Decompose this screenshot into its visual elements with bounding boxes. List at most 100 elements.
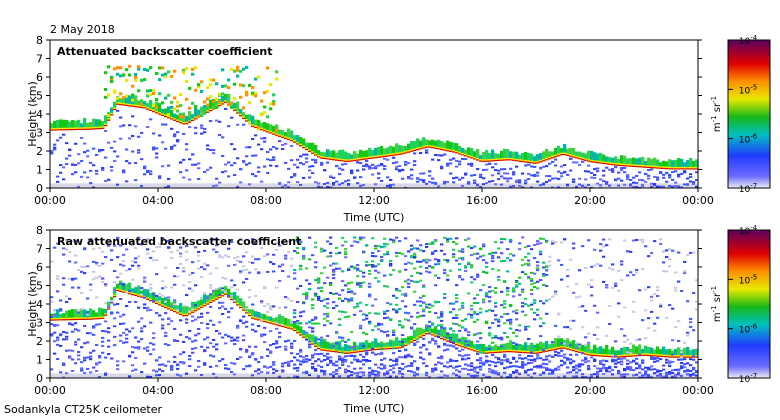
noise-pixel	[641, 319, 645, 322]
noise-pixel	[536, 240, 540, 243]
noise-pixel	[233, 148, 237, 151]
cloud-base	[95, 128, 99, 130]
noise-pixel	[368, 371, 372, 374]
cloud-band	[596, 153, 600, 164]
cloud-streak	[128, 64, 132, 68]
noise-pixel	[533, 311, 537, 314]
noise-pixel	[371, 237, 375, 240]
cloud-base	[236, 304, 240, 306]
noise-pixel	[491, 289, 495, 292]
noise-pixel	[320, 300, 324, 303]
cloud-streak	[104, 71, 108, 75]
noise-pixel	[422, 284, 426, 287]
noise-pixel	[503, 353, 507, 356]
noise-pixel	[92, 326, 96, 329]
noise-pixel	[467, 340, 471, 343]
noise-pixel	[620, 263, 624, 266]
noise-pixel	[488, 180, 492, 183]
noise-pixel	[518, 242, 522, 245]
noise-pixel	[227, 310, 231, 313]
noise-pixel	[611, 286, 615, 289]
noise-pixel	[617, 361, 621, 364]
noise-pixel	[671, 178, 675, 181]
noise-pixel	[155, 156, 159, 159]
noise-pixel	[455, 165, 459, 168]
noise-pixel	[380, 260, 384, 263]
noise-pixel	[242, 123, 246, 126]
noise-pixel	[131, 346, 135, 349]
cloud-streak	[266, 89, 270, 93]
cloud-core	[557, 153, 561, 157]
noise-pixel	[260, 318, 264, 321]
noise-pixel	[197, 316, 201, 319]
noise-pixel	[158, 175, 162, 178]
cloud-streak	[203, 104, 207, 108]
noise-pixel	[194, 284, 198, 287]
cloud-band	[449, 333, 453, 343]
noise-pixel	[422, 250, 426, 253]
cloud-band	[557, 338, 561, 350]
cloud-band	[149, 100, 153, 111]
cloud-band	[233, 291, 237, 303]
surface-layer	[200, 183, 204, 188]
surface-layer	[341, 373, 345, 378]
noise-pixel	[221, 256, 225, 259]
cloud-core	[500, 158, 504, 161]
noise-pixel	[428, 170, 432, 173]
cloud-band	[197, 109, 201, 118]
cloud-base	[353, 159, 357, 162]
noise-pixel	[155, 294, 159, 297]
noise-pixel	[434, 340, 438, 343]
cloud-core	[557, 346, 561, 350]
cloud-base	[695, 168, 698, 170]
cloud-core	[365, 156, 369, 160]
noise-pixel	[536, 180, 540, 183]
cloud-core	[506, 157, 510, 161]
cloud-base	[254, 126, 258, 129]
noise-pixel	[86, 265, 90, 268]
noise-pixel	[455, 369, 459, 372]
cloud-core	[605, 161, 609, 165]
noise-pixel	[500, 252, 504, 255]
surface-layer	[185, 183, 189, 188]
noise-pixel	[503, 168, 507, 171]
noise-pixel	[71, 330, 75, 333]
surface-layer	[401, 183, 405, 188]
noise-pixel	[425, 324, 429, 327]
cloud-base	[386, 155, 390, 157]
noise-pixel	[77, 311, 81, 314]
cloud-core	[50, 128, 54, 131]
noise-pixel	[371, 173, 375, 176]
noise-pixel	[680, 365, 684, 368]
noise-pixel	[362, 271, 366, 274]
noise-pixel	[395, 360, 399, 363]
noise-pixel	[314, 369, 318, 372]
surface-layer	[662, 373, 666, 378]
noise-pixel	[365, 333, 369, 336]
noise-pixel	[476, 273, 480, 276]
cloud-band	[257, 119, 261, 130]
cloud-band	[491, 346, 495, 354]
cloud-base	[83, 318, 87, 320]
noise-pixel	[242, 368, 246, 371]
cloud-base	[677, 168, 681, 170]
noise-pixel	[74, 328, 78, 331]
cloud-streak	[185, 79, 189, 83]
surface-layer	[644, 373, 648, 378]
noise-pixel	[383, 374, 387, 377]
cloud-streak	[215, 105, 219, 109]
noise-pixel	[428, 265, 432, 268]
cloud-band	[71, 119, 75, 131]
noise-pixel	[500, 260, 504, 263]
noise-pixel	[284, 348, 288, 351]
noise-pixel	[680, 362, 684, 365]
cloud-core	[251, 316, 255, 319]
noise-pixel	[179, 263, 183, 266]
cloud-streak	[266, 115, 270, 119]
noise-pixel	[128, 301, 132, 304]
noise-pixel	[416, 239, 420, 242]
noise-pixel	[203, 170, 207, 173]
cloud-band	[497, 346, 501, 353]
noise-pixel	[551, 370, 555, 373]
noise-pixel	[416, 316, 420, 319]
